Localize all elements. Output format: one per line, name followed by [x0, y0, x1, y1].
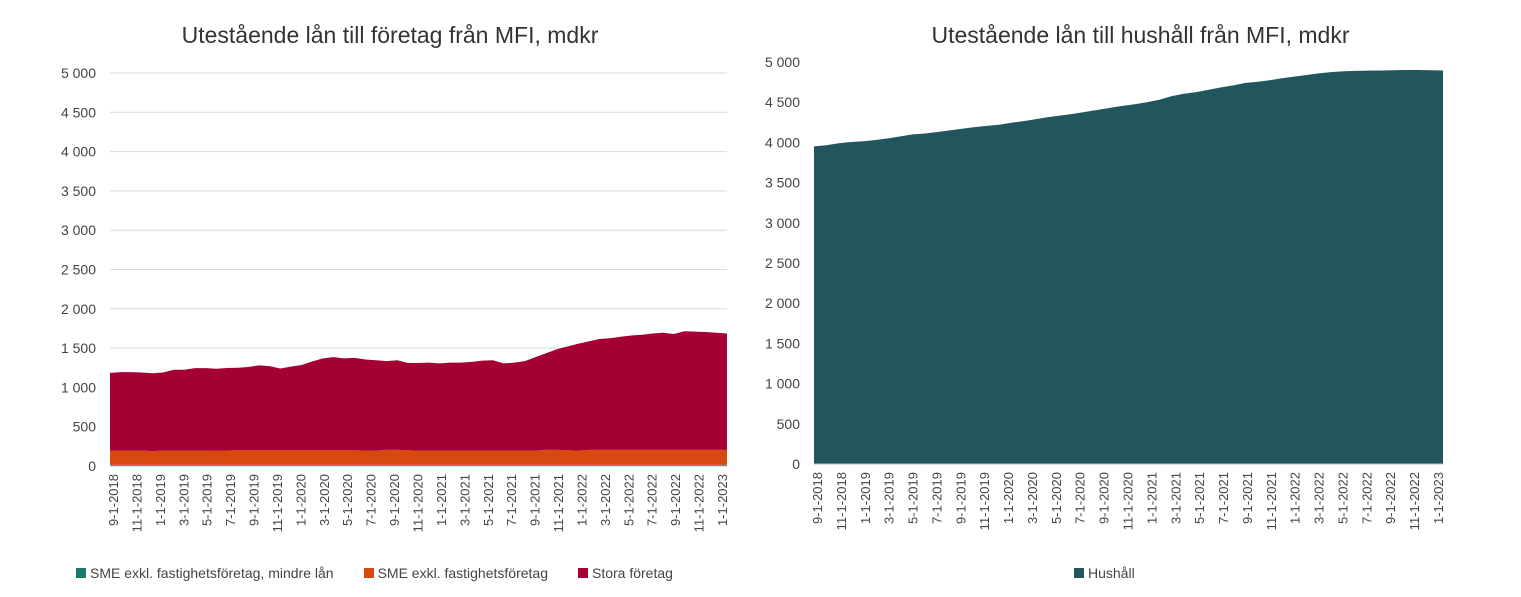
x-tick-label: 9-1-2018	[810, 472, 825, 524]
y-tick-label: 1 000	[61, 379, 96, 395]
x-tick-label: 1-1-2021	[434, 474, 449, 526]
legend-swatch-sme	[363, 568, 374, 578]
x-tick-label: 1-1-2022	[574, 474, 589, 526]
y-tick-label: 5 000	[765, 54, 800, 70]
x-tick-label: 11-1-2018	[129, 474, 144, 532]
legend-label-households: Hushåll	[1088, 565, 1135, 581]
x-tick-label: 5-1-2019	[906, 472, 921, 524]
x-tick-label: 3-1-2022	[598, 474, 613, 526]
x-tick-label: 5-1-2022	[1335, 472, 1350, 524]
y-tick-label: 2 000	[765, 295, 800, 311]
y-tick-label: 1 500	[61, 340, 96, 356]
x-tick-label: 7-1-2020	[364, 474, 379, 526]
legend-item-households: Hushåll	[1074, 565, 1135, 581]
legend-swatch-large-companies	[577, 568, 588, 578]
x-tick-label: 5-1-2021	[481, 474, 496, 526]
x-tick-label: 3-1-2022	[1312, 472, 1327, 524]
corporate-chart-title: Utestående lån till företag från MFI, md…	[181, 22, 599, 48]
legend-swatch-households	[1074, 568, 1084, 578]
x-tick-label: 11-1-2021	[551, 474, 566, 532]
x-tick-label: 3-1-2021	[457, 474, 472, 526]
y-tick-label: 4 500	[61, 104, 96, 120]
y-tick-label: 500	[73, 419, 97, 435]
x-tick-label: 11-1-2019	[977, 472, 992, 530]
y-tick-label: 1 500	[765, 335, 800, 351]
y-tick-label: 0	[792, 456, 800, 472]
x-tick-label: 9-1-2022	[1383, 472, 1398, 524]
household-chart-title: Utestående lån till hushåll från MFI, md…	[931, 22, 1350, 48]
y-tick-label: 3 500	[61, 183, 96, 199]
household-loans-chart-panel: Utestående lån till hushåll från MFI, md…	[760, 0, 1521, 597]
x-tick-label: 11-1-2022	[692, 474, 707, 532]
x-tick-label: 5-1-2021	[1192, 472, 1207, 524]
legend-label-sme: SME exkl. fastighetsföretag	[377, 565, 548, 581]
legend-item-sme: SME exkl. fastighetsföretag	[363, 565, 548, 581]
x-tick-label: 9-1-2019	[953, 472, 968, 524]
x-tick-label: 1-1-2019	[153, 474, 168, 526]
x-tick-label: 1-1-2022	[1288, 472, 1303, 524]
x-tick-label: 7-1-2019	[929, 472, 944, 524]
x-tick-label: 9-1-2021	[528, 474, 543, 526]
x-tick-label: 9-1-2020	[1097, 472, 1112, 524]
area-series-1-0	[814, 70, 1443, 464]
corporate-loans-chart-panel: Utestående lån till företag från MFI, md…	[0, 0, 760, 597]
y-tick-label: 4 500	[765, 94, 800, 110]
x-tick-label: 5-1-2020	[340, 474, 355, 526]
x-tick-label: 5-1-2022	[621, 474, 636, 526]
legend-item-sme-small-loans: SME exkl. fastighetsföretag, mindre lån	[76, 565, 334, 581]
x-tick-label: 3-1-2019	[882, 472, 897, 524]
y-tick-label: 2 500	[765, 255, 800, 271]
y-tick-label: 3 500	[765, 175, 800, 191]
x-tick-label: 7-1-2022	[645, 474, 660, 526]
legend-label-large-companies: Stora företag	[591, 565, 673, 581]
x-tick-label: 3-1-2020	[317, 474, 332, 526]
area-series-0-1	[110, 449, 727, 465]
x-tick-label: 11-1-2020	[1121, 472, 1136, 530]
x-tick-label: 7-1-2019	[223, 474, 238, 526]
y-tick-label: 3 000	[61, 222, 96, 238]
legend-swatch-sme-small-loans	[76, 568, 86, 578]
x-tick-label: 9-1-2019	[247, 474, 262, 526]
x-tick-label: 1-1-2021	[1144, 472, 1159, 524]
household-chart-legend: Hushåll	[1074, 565, 1135, 581]
x-tick-label: 11-1-2020	[411, 474, 426, 532]
x-tick-label: 5-1-2019	[200, 474, 215, 526]
x-tick-label: 11-1-2021	[1264, 472, 1279, 530]
y-tick-label: 5 000	[61, 65, 96, 81]
x-tick-label: 9-1-2021	[1240, 472, 1255, 524]
x-tick-label: 7-1-2021	[1216, 472, 1231, 524]
x-tick-label: 1-1-2023	[1431, 472, 1446, 524]
x-tick-label: 5-1-2020	[1049, 472, 1064, 524]
x-tick-label: 1-1-2019	[858, 472, 873, 524]
y-tick-label: 2 500	[61, 262, 96, 278]
x-tick-label: 7-1-2022	[1359, 472, 1374, 524]
y-tick-label: 4 000	[61, 144, 96, 160]
x-tick-label: 11-1-2018	[834, 472, 849, 530]
x-tick-label: 9-1-2022	[668, 474, 683, 526]
x-tick-label: 1-1-2020	[1001, 472, 1016, 524]
x-tick-label: 1-1-2023	[715, 474, 730, 526]
y-tick-label: 500	[777, 416, 801, 432]
y-tick-label: 1 000	[765, 376, 800, 392]
household-loans-chart: 0 500 1 000 1 500 2 000 2 500 3 000 3 500 4 000 4…	[765, 54, 1446, 530]
x-tick-label: 9-1-2020	[387, 474, 402, 526]
area-series-0-2	[110, 331, 727, 452]
x-tick-label: 1-1-2020	[293, 474, 308, 526]
y-tick-label: 2 000	[61, 301, 96, 317]
legend-label-sme-small-loans: SME exkl. fastighetsföretag, mindre lån	[90, 565, 334, 581]
x-tick-label: 7-1-2020	[1073, 472, 1088, 524]
x-tick-label: 9-1-2018	[106, 474, 121, 526]
y-tick-label: 4 000	[765, 134, 800, 150]
x-tick-label: 3-1-2019	[176, 474, 191, 526]
y-tick-label: 0	[88, 458, 96, 474]
x-tick-label: 11-1-2022	[1407, 472, 1422, 530]
x-tick-label: 3-1-2021	[1168, 472, 1183, 524]
corporate-loans-chart: 0 500 1 000 1 500 2 000 2 500 3 000 3 500 4 000 4…	[61, 65, 730, 532]
x-tick-label: 7-1-2021	[504, 474, 519, 526]
legend-item-large-companies: Stora företag	[577, 565, 673, 581]
y-tick-label: 3 000	[765, 215, 800, 231]
x-tick-label: 11-1-2019	[270, 474, 285, 532]
corporate-chart-legend: SME exkl. fastighetsföretag, mindre lån …	[76, 565, 673, 581]
x-tick-label: 3-1-2020	[1025, 472, 1040, 524]
